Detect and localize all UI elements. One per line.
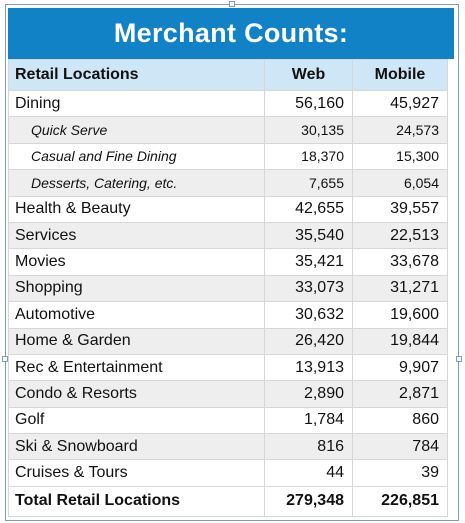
row-label: Rec & Entertainment: [8, 353, 265, 382]
row-label: Shopping: [8, 274, 265, 303]
row-web-count: 26,420: [264, 327, 353, 355]
total-mobile: 226,851: [352, 485, 448, 517]
row-label: Ski & Snowboard: [8, 433, 265, 461]
row-mobile-count: 19,600: [352, 301, 448, 329]
row-web-count: 816: [264, 433, 353, 461]
row-web-count: 1,784: [264, 406, 353, 435]
total-label: Total Retail Locations: [8, 485, 265, 517]
table-row: Quick Serve 30,135 24,573: [8, 116, 448, 144]
row-label: Health & Beauty: [8, 195, 265, 223]
table-row: Services 35,540 22,513: [8, 221, 448, 250]
row-web-count: 30,632: [264, 301, 353, 329]
table-row: Rec & Entertainment 13,913 9,907: [8, 353, 448, 382]
row-label: Movies: [8, 248, 265, 276]
header-row: Retail Locations Web Mobile: [8, 59, 448, 91]
row-mobile-count: 33,678: [352, 248, 448, 276]
row-mobile-count: 9,907: [352, 353, 448, 382]
table-row: Condo & Resorts 2,890 2,871: [8, 380, 448, 408]
column-header-retail-locations: Retail Locations: [8, 59, 265, 91]
counts-grid: Retail Locations Web Mobile Dining 56,160…: [8, 59, 448, 517]
total-web: 279,348: [264, 485, 353, 517]
row-mobile-count: 22,513: [352, 221, 448, 250]
row-mobile-count: 784: [352, 433, 448, 461]
row-web-count: 56,160: [264, 89, 353, 118]
table-row: Ski & Snowboard 816 784: [8, 433, 448, 461]
row-web-count: 42,655: [264, 195, 353, 223]
row-label: Condo & Resorts: [8, 380, 265, 408]
table-row: Desserts, Catering, etc. 7,655 6,054: [8, 169, 448, 197]
row-label: Quick Serve: [8, 116, 265, 144]
row-web-count: 35,421: [264, 248, 353, 276]
table-row: Dining 56,160 45,927: [8, 89, 448, 118]
row-label: Home & Garden: [8, 327, 265, 355]
row-mobile-count: 6,054: [352, 169, 448, 197]
row-web-count: 7,655: [264, 169, 353, 197]
table-row: Home & Garden 26,420 19,844: [8, 327, 448, 355]
row-mobile-count: 39,557: [352, 195, 448, 223]
resize-handle-right[interactable]: [456, 356, 462, 362]
row-label: Services: [8, 221, 265, 250]
row-mobile-count: 31,271: [352, 274, 448, 303]
row-mobile-count: 24,573: [352, 116, 448, 144]
table-row: Golf 1,784 860: [8, 406, 448, 435]
row-mobile-count: 860: [352, 406, 448, 435]
row-web-count: 18,370: [264, 142, 353, 171]
table-row: Casual and Fine Dining 18,370 15,300: [8, 142, 448, 171]
row-web-count: 2,890: [264, 380, 353, 408]
total-row: Total Retail Locations 279,348 226,851: [8, 485, 448, 517]
row-label: Desserts, Catering, etc.: [8, 169, 265, 197]
table-title: Merchant Counts:: [8, 8, 454, 59]
row-web-count: 33,073: [264, 274, 353, 303]
table-row: Cruises & Tours 44 39: [8, 459, 448, 487]
row-mobile-count: 39: [352, 459, 448, 487]
table-row: Movies 35,421 33,678: [8, 248, 448, 276]
row-mobile-count: 45,927: [352, 89, 448, 118]
row-label: Casual and Fine Dining: [8, 142, 265, 171]
column-header-mobile: Mobile: [352, 59, 448, 91]
row-mobile-count: 2,871: [352, 380, 448, 408]
row-mobile-count: 15,300: [352, 142, 448, 171]
merchant-counts-table: Merchant Counts: Retail Locations Web Mo…: [8, 8, 454, 517]
row-label: Cruises & Tours: [8, 459, 265, 487]
row-label: Golf: [8, 406, 265, 435]
row-label: Dining: [8, 89, 265, 118]
table-row: Health & Beauty 42,655 39,557: [8, 195, 448, 223]
row-web-count: 35,540: [264, 221, 353, 250]
row-label: Automotive: [8, 301, 265, 329]
table-row: Shopping 33,073 31,271: [8, 274, 448, 303]
row-web-count: 44: [264, 459, 353, 487]
table-body: Dining 56,160 45,927 Quick Serve 30,135 24,57…: [8, 89, 448, 487]
column-header-web: Web: [264, 59, 353, 91]
row-web-count: 13,913: [264, 353, 353, 382]
row-web-count: 30,135: [264, 116, 353, 144]
table-row: Automotive 30,632 19,600: [8, 301, 448, 329]
row-mobile-count: 19,844: [352, 327, 448, 355]
resize-handle-top[interactable]: [229, 1, 235, 7]
resize-handle-left[interactable]: [2, 356, 8, 362]
